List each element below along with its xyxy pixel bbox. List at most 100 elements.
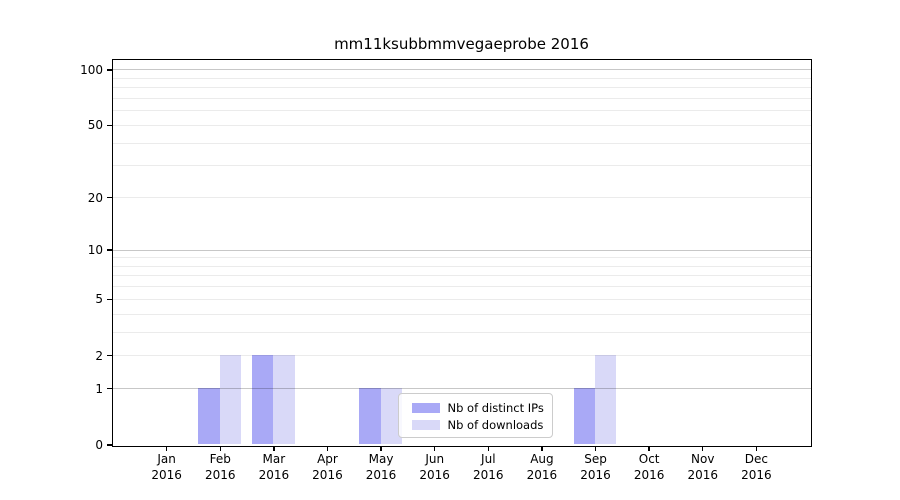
x-tick-month-oct: Oct [638,452,660,466]
y-tick-mark-5 [107,298,112,301]
x-tick-year-aug: 2016 [526,467,558,482]
x-tick-mark-nov [702,446,704,451]
x-tick-month-nov: Nov [691,452,715,466]
x-tick-year-jul: 2016 [473,467,504,482]
bar-feb-downloads [219,355,242,445]
y-tick-label-1: 1 [95,381,103,396]
x-tick-mark-sep [594,446,597,451]
x-tick-year-nov: 2016 [687,467,719,482]
gridline-y-80 [112,87,811,89]
gridline-y-70 [112,97,811,99]
gridline-y-50 [112,124,811,126]
x-tick-label-sep: Sep 2016 [564,452,628,483]
x-tick-label-aug: Aug 2016 [510,452,574,483]
x-tick-year-jan: 2016 [151,467,182,482]
x-tick-mark-aug [541,446,543,451]
gridline-y-3 [112,331,811,333]
gridline-y-1 [112,388,811,390]
bar-sep-distinct-ips [573,388,596,445]
gridline-y-5 [112,298,811,300]
x-tick-month-jun: Jun [425,452,445,466]
x-tick-month-jan: Jan [157,452,176,466]
x-tick-year-dec: 2016 [741,467,772,482]
x-tick-label-mar: Mar 2016 [242,452,306,483]
x-tick-year-apr: 2016 [312,467,343,482]
x-tick-month-aug: Aug [530,452,554,466]
bar-mar-distinct-ips [251,355,274,445]
x-tick-month-jul: Jul [481,452,496,466]
legend-label-distinct-ips: Nb of distinct IPs [447,400,544,415]
y-tick-mark-100 [107,69,112,71]
x-tick-month-may: May [368,452,394,466]
x-tick-month-dec: Dec [744,452,768,466]
x-tick-mark-mar [273,446,275,451]
gridline-y-8 [112,265,811,267]
legend: Nb of distinct IPs Nb of downloads [397,392,553,438]
gridline-y-7 [112,275,811,277]
x-tick-year-oct: 2016 [633,467,665,482]
x-tick-mark-apr [326,446,329,451]
chart-title: mm11ksubbmmvegaeprobe 2016 [334,35,589,53]
legend-swatch-downloads-icon [411,420,440,430]
x-tick-mark-jun [433,446,436,451]
y-tick-label-100: 100 [80,62,103,77]
gridline-y-90 [112,77,811,79]
x-tick-label-jul: Jul 2016 [456,452,520,483]
gridline-y-10 [112,249,811,251]
x-tick-mark-feb [219,446,221,451]
x-tick-mark-dec [755,446,758,451]
bar-feb-distinct-ips [198,388,220,445]
y-tick-mark-50 [107,124,112,127]
x-tick-label-jun: Jun 2016 [403,452,467,483]
y-tick-label-10: 10 [87,243,103,258]
x-tick-month-sep: Sep [584,452,607,466]
x-tick-label-nov: Nov 2016 [671,452,735,483]
x-tick-year-jun: 2016 [419,467,450,482]
bar-may-distinct-ips [359,388,381,445]
gridline-y-2 [112,355,811,357]
y-tick-mark-2 [107,354,112,357]
y-tick-label-20: 20 [87,190,103,205]
y-tick-mark-0 [107,444,112,446]
bar-mar-downloads [273,355,295,445]
y-tick-mark-1 [107,387,112,390]
x-tick-year-feb: 2016 [204,467,236,482]
gridline-y-60 [112,110,811,112]
y-tick-mark-20 [107,196,112,199]
x-tick-month-apr: Apr [317,452,338,466]
x-tick-month-mar: Mar [262,452,286,466]
x-tick-label-apr: Apr 2016 [295,452,359,483]
gridline-y-4 [112,313,811,315]
bar-may-downloads [380,388,402,445]
x-tick-year-may: 2016 [365,467,397,482]
x-tick-mark-jan [165,446,168,451]
gridline-y-20 [112,197,811,198]
x-tick-label-jan: Jan 2016 [135,452,199,483]
legend-item-distinct-ips: Nb of distinct IPs [399,400,552,417]
x-tick-label-may: May 2016 [349,452,413,483]
plot-area: Nb of distinct IPs Nb of downloads [111,58,812,447]
x-tick-label-oct: Oct 2016 [617,452,681,483]
x-tick-label-dec: Dec 2016 [724,452,788,483]
legend-swatch-distinct-ips-icon [411,403,440,413]
x-tick-year-sep: 2016 [580,467,611,482]
gridline-y-6 [112,286,811,288]
x-tick-mark-oct [648,446,650,451]
x-tick-year-mar: 2016 [258,467,290,482]
bar-sep-downloads [595,355,617,445]
y-tick-label-2: 2 [95,348,103,363]
gridline-y-9 [112,257,811,259]
y-tick-label-50: 50 [87,118,103,133]
x-tick-month-feb: Feb [209,452,231,466]
gridline-y-100 [112,69,811,71]
legend-label-downloads: Nb of downloads [447,417,544,432]
x-tick-mark-jul [487,446,489,451]
x-tick-label-feb: Feb 2016 [188,452,252,483]
gridline-y-30 [112,165,811,167]
y-tick-label-0: 0 [95,438,103,452]
legend-item-downloads: Nb of downloads [399,417,552,434]
gridline-y-40 [112,142,811,144]
y-tick-mark-10 [107,249,112,251]
y-tick-label-5: 5 [95,292,103,307]
